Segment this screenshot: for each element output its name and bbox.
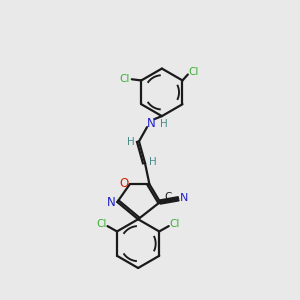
Text: H: H xyxy=(149,157,157,167)
Text: Cl: Cl xyxy=(169,219,180,229)
Text: N: N xyxy=(147,117,156,130)
Text: O: O xyxy=(119,177,128,190)
Text: N: N xyxy=(180,193,188,203)
Text: N: N xyxy=(107,196,116,209)
Text: H: H xyxy=(127,137,135,147)
Text: Cl: Cl xyxy=(96,219,107,229)
Text: C: C xyxy=(164,192,171,203)
Text: H: H xyxy=(160,118,168,128)
Text: Cl: Cl xyxy=(119,74,130,84)
Text: Cl: Cl xyxy=(189,67,199,76)
